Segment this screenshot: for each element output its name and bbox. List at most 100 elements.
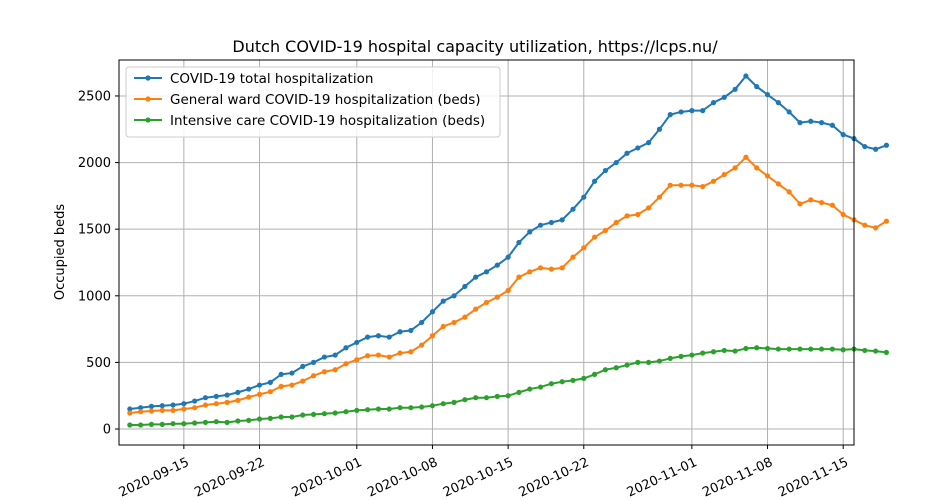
series-2-point (213, 401, 219, 407)
y-tick-label: 500 (86, 356, 111, 371)
series-3-point (332, 410, 338, 416)
series-2-point (127, 410, 133, 416)
series-3-point (689, 352, 695, 358)
chart-title: Dutch COVID-19 hospital capacity utiliza… (232, 37, 718, 56)
series-3-point (527, 386, 533, 392)
series-2-point (332, 367, 338, 373)
series-1 (127, 73, 890, 412)
series-1-point (743, 73, 749, 79)
series-3-point (310, 411, 317, 417)
series-3-point (246, 417, 252, 423)
series-1-point (570, 206, 576, 212)
series-2-point (581, 245, 587, 251)
series-1-point (375, 333, 382, 339)
series-2-point (148, 408, 155, 414)
series-2-point (646, 205, 652, 211)
series-3-point (462, 397, 468, 403)
series-3-point (829, 346, 835, 352)
series-3-point (646, 359, 652, 365)
series-2-point (138, 409, 144, 415)
series-2-point (321, 369, 327, 375)
series-3-point (570, 377, 576, 383)
series-3-point (473, 395, 479, 401)
series-1-point (321, 354, 327, 360)
series-3-point (321, 411, 327, 417)
series-1-point (419, 319, 425, 326)
series-3-point (224, 419, 230, 425)
series-2-point (732, 165, 738, 171)
legend-box (125, 66, 501, 138)
series-2-point (202, 402, 209, 408)
series-2-point (613, 219, 619, 226)
series-2-point (775, 181, 781, 187)
series-1-point (138, 405, 144, 411)
series-3 (127, 345, 890, 428)
series-3-point (786, 346, 792, 352)
series-2-point (375, 352, 382, 358)
series-3-point (375, 406, 382, 412)
series-2-point (624, 213, 630, 219)
series-3-point (256, 416, 263, 422)
series-1-point (462, 283, 468, 290)
legend-label-1: COVID-19 total hospitalization (170, 71, 373, 87)
series-2-point (602, 227, 609, 234)
series-1-point (494, 262, 500, 268)
series-1-point (365, 334, 371, 340)
series-3-point (419, 404, 425, 410)
series-2-point (829, 202, 835, 208)
series-2-point (689, 182, 695, 188)
y-tick-label: 1000 (78, 289, 111, 304)
series-2-point (473, 306, 479, 312)
series-3-point (148, 421, 155, 427)
series-1-point (581, 194, 587, 200)
series-3-point (883, 349, 890, 356)
series-1-point (591, 178, 598, 184)
series-1-point (386, 334, 392, 340)
series-1-point (516, 239, 522, 246)
y-tick-label: 2000 (78, 156, 111, 171)
series-2-point (192, 405, 198, 411)
legend-marker-2 (145, 96, 151, 102)
series-1-point (624, 150, 630, 156)
series-3-point (840, 347, 846, 353)
series-2-point (256, 391, 263, 397)
series-1-point (429, 309, 436, 315)
series-2-point (656, 194, 663, 200)
series-2-point (170, 407, 176, 413)
series-2-point (710, 178, 717, 184)
series-3-point (581, 375, 587, 381)
series-2-point (278, 383, 284, 389)
series-1-point (192, 398, 198, 404)
series-2-point (419, 342, 425, 348)
legend: COVID-19 total hospitalization General wa… (125, 66, 501, 138)
series-3-point (743, 345, 749, 352)
series-2-point (516, 274, 522, 280)
series-1-point (840, 132, 846, 138)
series-3-point (862, 347, 868, 354)
series-2-point (267, 389, 273, 395)
series-3-point (365, 407, 371, 413)
series-1-point (818, 120, 825, 126)
series-1-point (797, 120, 803, 126)
series-1-point (829, 122, 835, 128)
series-1-point (473, 274, 479, 280)
series-1-point (656, 126, 663, 132)
series-1-point (278, 371, 284, 377)
series-3-point (732, 348, 738, 354)
series-3-point (138, 422, 144, 428)
series-3-point (873, 348, 879, 354)
y-axis-label: Occupied beds (53, 204, 68, 301)
series-2-point (678, 182, 684, 188)
series-3-point (754, 345, 760, 351)
series-1-point (883, 142, 890, 148)
series-3-point (408, 405, 414, 411)
series-1-point (289, 370, 295, 376)
series-2-point (873, 225, 879, 231)
series-2-point (397, 350, 403, 356)
series-3-point (386, 406, 392, 412)
series-2-point (429, 333, 436, 339)
series-1-point (310, 359, 317, 365)
series-2-point (667, 182, 673, 188)
series-1-point (202, 395, 209, 401)
series-1-point (667, 112, 673, 118)
